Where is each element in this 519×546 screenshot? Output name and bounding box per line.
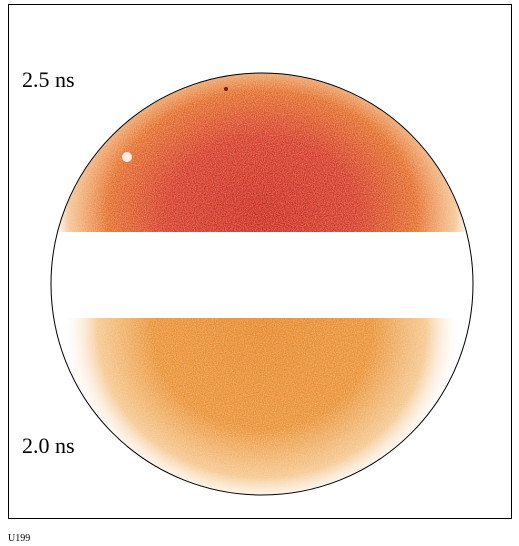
page: 2.5 ns 2.0 ns U199 (() => { const data =… <box>0 0 519 546</box>
top-label: 2.5 ns <box>22 67 75 92</box>
bottom-label: 2.0 ns <box>22 433 75 458</box>
image <box>40 60 490 508</box>
figure: 2.5 ns 2.0 ns U199 <box>0 0 519 546</box>
caption: U199 <box>8 533 30 544</box>
